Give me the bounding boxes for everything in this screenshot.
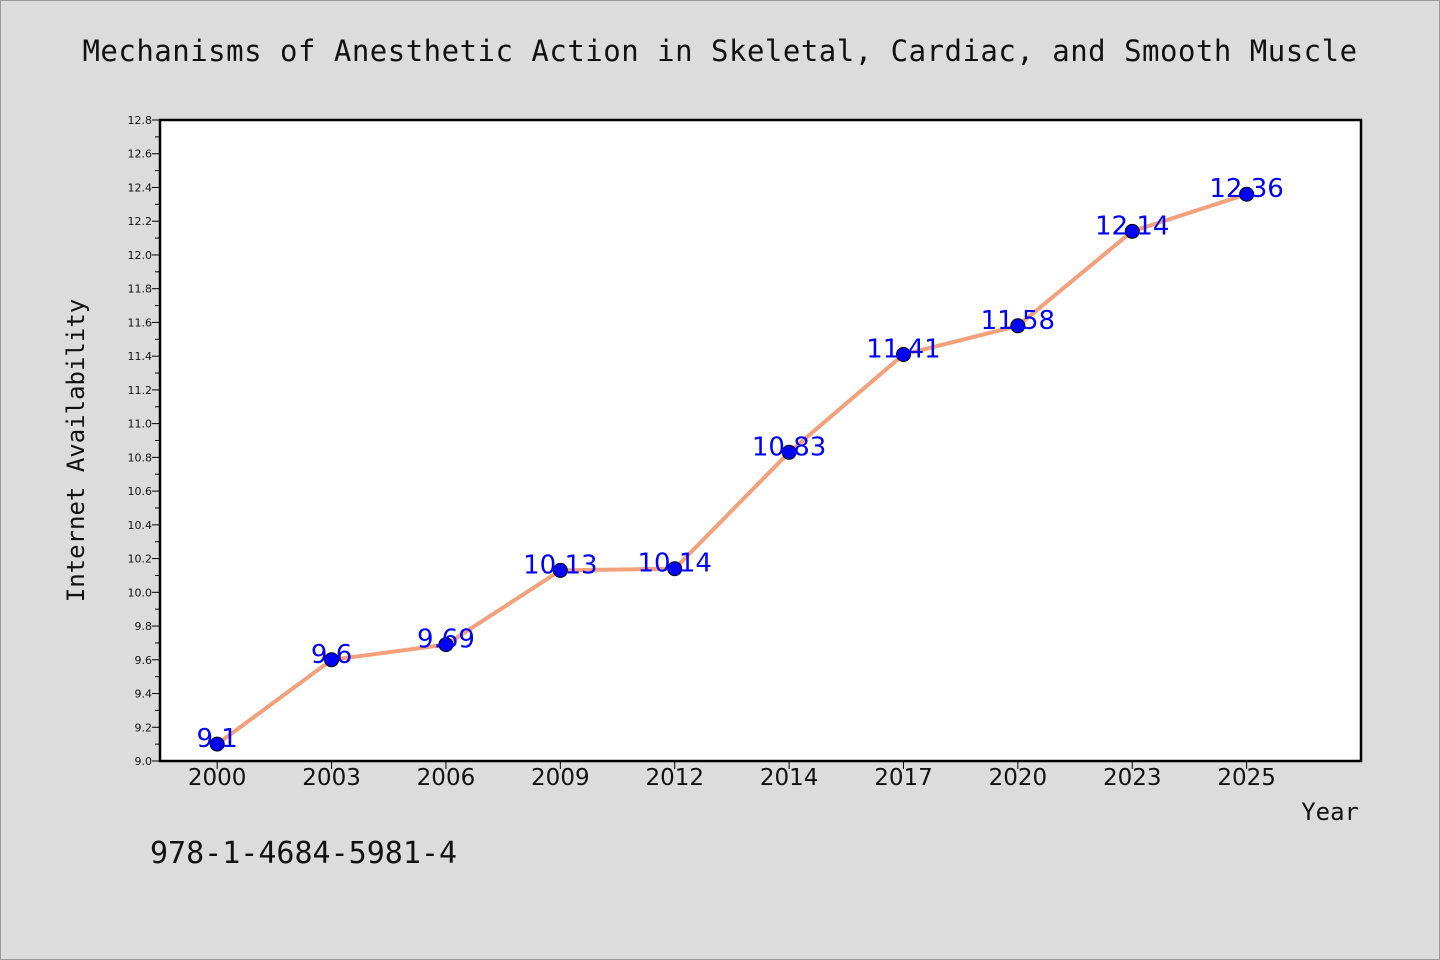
- x-tick-label: 2020: [989, 765, 1048, 791]
- data-point: [209, 736, 225, 752]
- y-tick-label: 11.2: [128, 384, 153, 397]
- data-label: 11.41: [866, 334, 940, 364]
- data-point: [1124, 223, 1140, 239]
- data-label: 11.58: [981, 306, 1055, 336]
- data-label: 10.13: [523, 550, 597, 580]
- y-tick-label: 9.4: [135, 688, 153, 701]
- y-tick-label: 10.8: [128, 451, 153, 464]
- y-tick-label: 9.0: [135, 755, 153, 768]
- data-label: 12.36: [1209, 174, 1283, 204]
- x-tick-label: 2025: [1217, 765, 1276, 791]
- y-tick-label: 12.6: [128, 148, 153, 161]
- y-tick-label: 12.8: [128, 114, 153, 127]
- x-tick-label: 2023: [1103, 765, 1162, 791]
- isbn-text: 978-1-4684-5981-4: [150, 836, 458, 871]
- x-tick-label: 2017: [874, 765, 933, 791]
- data-point: [324, 652, 340, 668]
- y-tick-label: 12.4: [128, 181, 153, 194]
- chart-title: Mechanisms of Anesthetic Action in Skele…: [82, 34, 1358, 68]
- y-tick-label: 10.2: [128, 553, 153, 566]
- data-label: 9.69: [417, 625, 475, 655]
- y-tick-label: 10.6: [128, 485, 153, 498]
- y-tick-label: 11.6: [128, 316, 153, 329]
- data-label: 9.6: [311, 640, 352, 670]
- y-axis: 9.0 9.2 9.4 9.6 9.8 10.0 10.2 10.4 10.6 10.8 11.0 1…: [128, 114, 160, 768]
- data-point: [552, 562, 568, 578]
- y-tick-label: 11.0: [128, 418, 153, 431]
- y-tick-label: 12.2: [128, 215, 153, 228]
- data-label: 9.1: [197, 724, 238, 754]
- y-tick-label: 11.8: [128, 283, 153, 296]
- data-point: [1239, 186, 1255, 202]
- y-tick-label: 9.8: [135, 620, 153, 633]
- data-point: [781, 444, 797, 460]
- x-tick-label: 2009: [531, 765, 590, 791]
- x-tick-label: 2000: [188, 765, 247, 791]
- y-tick-label: 12.0: [128, 249, 153, 262]
- data-label: 10.83: [752, 432, 826, 462]
- data-point: [438, 637, 454, 653]
- x-tick-label: 2003: [302, 765, 361, 791]
- y-tick-label: 11.4: [128, 350, 153, 363]
- y-tick-label: 10.0: [128, 586, 153, 599]
- data-label: 10.14: [637, 549, 711, 579]
- data-point: [667, 561, 683, 577]
- y-tick-label: 9.6: [135, 654, 153, 667]
- x-tick-label: 2014: [760, 765, 819, 791]
- x-axis: 2000 2003 2006 2009 2012 2014 2017 2020 2023 2025: [188, 761, 1276, 791]
- y-axis-label: Internet Availability: [62, 299, 90, 602]
- y-tick-label: 9.2: [135, 721, 153, 734]
- x-tick-label: 2006: [417, 765, 476, 791]
- data-labels: 9.1 9.6 9.69 10.13 10.14 10.83 11.41 11.58 12.14…: [197, 174, 1284, 754]
- series-line: [216, 192, 1248, 746]
- data-label: 12.14: [1095, 211, 1169, 241]
- x-tick-label: 2012: [645, 765, 704, 791]
- x-axis-label: Year: [1301, 798, 1359, 826]
- data-point: [1010, 318, 1026, 334]
- data-point: [895, 346, 911, 362]
- series-markers: [209, 186, 1255, 752]
- y-tick-label: 10.4: [128, 519, 153, 532]
